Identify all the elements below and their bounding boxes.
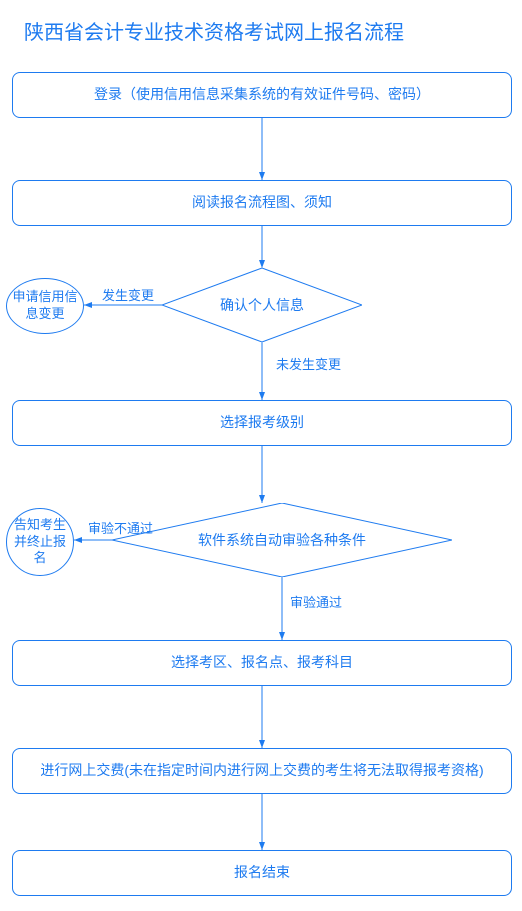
node-reject: 告知考生并终止报名 <box>6 508 74 576</box>
node-end-text: 报名结束 <box>234 863 290 883</box>
node-read: 阅读报名流程图、须知 <box>12 180 512 226</box>
node-change-text: 申请信用信息变更 <box>11 289 79 323</box>
node-select-area: 选择考区、报名点、报考科目 <box>12 640 512 686</box>
node-read-text: 阅读报名流程图、须知 <box>192 193 332 213</box>
node-change: 申请信用信息变更 <box>6 278 84 334</box>
node-select-level: 选择报考级别 <box>12 400 512 446</box>
node-login-text: 登录（使用信用信息采集系统的有效证件号码、密码） <box>94 85 430 105</box>
node-verify: 软件系统自动审验各种条件 <box>112 503 452 577</box>
label-fail: 审验不通过 <box>88 518 153 537</box>
page-title: 陕西省会计专业技术资格考试网上报名流程 <box>24 16 404 45</box>
label-pass: 审验通过 <box>290 592 342 611</box>
node-pay-text: 进行网上交费(未在指定时间内进行网上交费的考生将无法取得报考资格) <box>40 761 483 781</box>
node-pay: 进行网上交费(未在指定时间内进行网上交费的考生将无法取得报考资格) <box>12 748 512 794</box>
node-select-area-text: 选择考区、报名点、报考科目 <box>171 653 353 673</box>
node-confirm: 确认个人信息 <box>162 268 362 342</box>
node-select-level-text: 选择报考级别 <box>220 413 304 433</box>
node-end: 报名结束 <box>12 850 512 896</box>
label-changed: 发生变更 <box>102 285 154 304</box>
node-login: 登录（使用信用信息采集系统的有效证件号码、密码） <box>12 72 512 118</box>
node-reject-text: 告知考生并终止报名 <box>11 517 69 568</box>
node-confirm-text: 确认个人信息 <box>220 295 304 315</box>
node-verify-text: 软件系统自动审验各种条件 <box>198 530 366 550</box>
label-unchanged: 未发生变更 <box>276 354 341 373</box>
